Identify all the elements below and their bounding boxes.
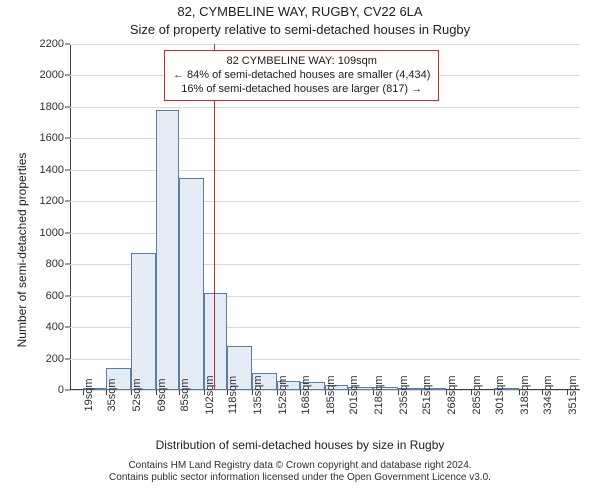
ytick-label: 0 bbox=[58, 384, 70, 396]
ytick-label: 1200 bbox=[40, 195, 70, 207]
footer-line-2: Contains public sector information licen… bbox=[0, 472, 600, 484]
chart-title-sub-text: Size of property relative to semi-detach… bbox=[130, 22, 470, 37]
gridline-h bbox=[70, 107, 580, 108]
chart-title-sub: Size of property relative to semi-detach… bbox=[0, 22, 600, 37]
ytick-label: 2200 bbox=[40, 38, 70, 50]
xtick-label: 318sqm bbox=[515, 375, 531, 414]
xtick-label: 301sqm bbox=[490, 375, 506, 414]
histogram-bar bbox=[179, 178, 204, 390]
x-axis-label: Distribution of semi-detached houses by … bbox=[0, 438, 600, 452]
ytick-label: 600 bbox=[46, 290, 70, 302]
ytick-label: 1000 bbox=[40, 227, 70, 239]
chart-title-main-text: 82, CYMBELINE WAY, RUGBY, CV22 6LA bbox=[177, 4, 422, 19]
histogram-bar bbox=[156, 110, 179, 390]
xtick-label: 69sqm bbox=[152, 378, 168, 411]
footer: Contains HM Land Registry data © Crown c… bbox=[0, 460, 600, 484]
xtick-label: 35sqm bbox=[102, 378, 118, 411]
xtick-label: 218sqm bbox=[369, 375, 385, 414]
xtick-label: 268sqm bbox=[442, 375, 458, 414]
footer-line-1: Contains HM Land Registry data © Crown c… bbox=[0, 460, 600, 472]
annotation-line-2: ← 84% of semi-detached houses are smalle… bbox=[173, 69, 430, 83]
histogram-bar bbox=[131, 253, 156, 390]
ytick-label: 1600 bbox=[40, 132, 70, 144]
xtick-label: 285sqm bbox=[467, 375, 483, 414]
gridline-h bbox=[70, 138, 580, 139]
ytick-label: 1400 bbox=[40, 164, 70, 176]
ytick-label: 2000 bbox=[40, 69, 70, 81]
gridline-h bbox=[70, 233, 580, 234]
y-axis-label: Number of semi-detached properties bbox=[15, 153, 29, 348]
xtick-label: 251sqm bbox=[417, 375, 433, 414]
xtick-label: 52sqm bbox=[127, 378, 143, 411]
xtick-label: 168sqm bbox=[296, 375, 312, 414]
gridline-h bbox=[70, 44, 580, 45]
y-axis-label-text: Number of semi-detached properties bbox=[15, 153, 29, 348]
chart-title-main: 82, CYMBELINE WAY, RUGBY, CV22 6LA bbox=[0, 4, 600, 19]
annotation-line-1: 82 CYMBELINE WAY: 109sqm bbox=[173, 55, 430, 69]
xtick-label: 85sqm bbox=[175, 378, 191, 411]
ytick-label: 1800 bbox=[40, 101, 70, 113]
xtick-label: 351sqm bbox=[563, 375, 579, 414]
ytick-label: 400 bbox=[46, 321, 70, 333]
plot-area: 0200400600800100012001400160018002000220… bbox=[70, 44, 580, 390]
ytick-label: 800 bbox=[46, 258, 70, 270]
x-axis-label-text: Distribution of semi-detached houses by … bbox=[156, 438, 445, 452]
y-axis-line bbox=[70, 44, 71, 390]
xtick-label: 135sqm bbox=[248, 375, 264, 414]
gridline-h bbox=[70, 201, 580, 202]
xtick-label: 152sqm bbox=[273, 375, 289, 414]
xtick-label: 185sqm bbox=[321, 375, 337, 414]
gridline-h bbox=[70, 170, 580, 171]
xtick-label: 201sqm bbox=[344, 375, 360, 414]
xtick-label: 118sqm bbox=[223, 376, 239, 414]
xtick-label: 235sqm bbox=[394, 375, 410, 414]
annotation-box: 82 CYMBELINE WAY: 109sqm← 84% of semi-de… bbox=[164, 50, 439, 101]
annotation-line-3: 16% of semi-detached houses are larger (… bbox=[173, 83, 430, 97]
xtick-label: 334sqm bbox=[538, 375, 554, 414]
xtick-label: 19sqm bbox=[79, 378, 95, 411]
ytick-label: 200 bbox=[46, 353, 70, 365]
